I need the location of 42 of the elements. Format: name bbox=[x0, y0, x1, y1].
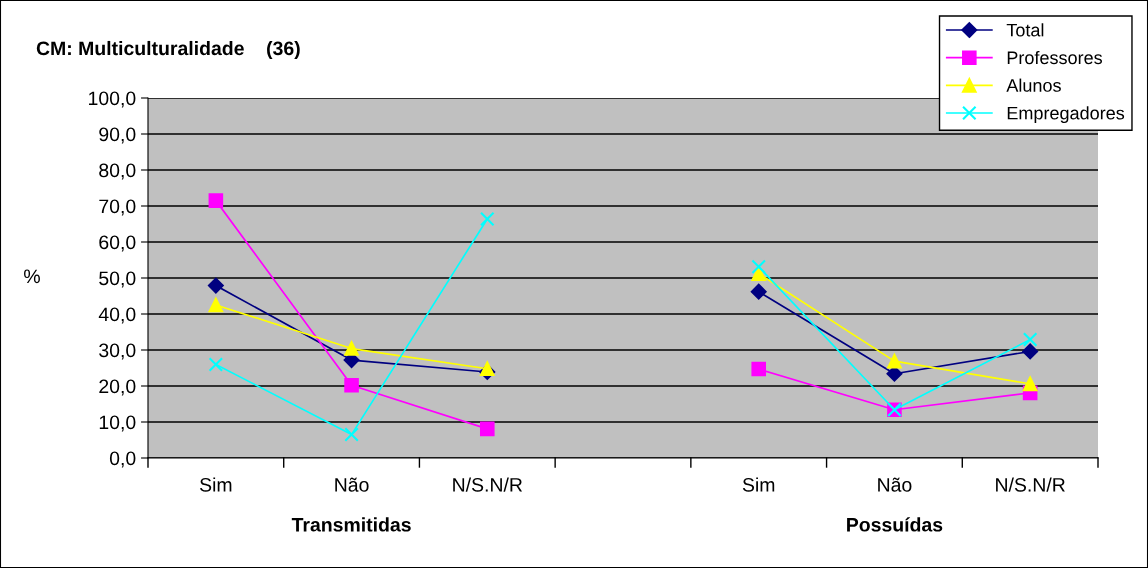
point bbox=[208, 193, 224, 208]
text: Possuídas bbox=[847, 517, 943, 532]
x-tick-label: Não bbox=[878, 477, 912, 492]
y-tick-label: 90,0 bbox=[99, 127, 136, 144]
y-tick-label: 100,0 bbox=[89, 91, 136, 108]
y-tick-label: 40,0 bbox=[98, 307, 136, 324]
point bbox=[1022, 332, 1038, 347]
y-tick-label: 20,0 bbox=[99, 379, 136, 396]
point bbox=[887, 353, 902, 369]
x-tick-label: N/S.N/R bbox=[996, 477, 1065, 492]
legend-label: Alunos bbox=[1006, 78, 1061, 92]
point bbox=[344, 427, 359, 442]
y-tick-label: 80,0 bbox=[99, 163, 136, 180]
point bbox=[344, 341, 359, 356]
point bbox=[1022, 343, 1039, 360]
y-axis-title: % bbox=[24, 269, 40, 284]
point bbox=[480, 421, 495, 437]
text: Transmitidas bbox=[291, 517, 411, 532]
point bbox=[751, 361, 766, 377]
y-tick-label: 30,0 bbox=[99, 343, 136, 360]
legend-label: Empregadores bbox=[1007, 106, 1125, 124]
point bbox=[1022, 376, 1038, 392]
point bbox=[344, 377, 359, 393]
y-tick-label: 70,0 bbox=[99, 199, 136, 216]
x-tick-label: Não bbox=[335, 477, 369, 492]
y-tick-label: 50,0 bbox=[99, 271, 136, 288]
point bbox=[480, 211, 495, 227]
x-tick-label: Sim bbox=[200, 477, 232, 492]
legend-label: Professores bbox=[1007, 50, 1103, 65]
legend-label: Total bbox=[1006, 23, 1044, 37]
y-tick-label: 0,0 bbox=[109, 451, 136, 468]
x-tick-label: Sim bbox=[742, 477, 775, 492]
y-tick-label: 60,0 bbox=[99, 235, 136, 252]
point bbox=[207, 277, 224, 294]
point bbox=[751, 266, 766, 281]
chart-title: CM: Multiculturalidade (36) bbox=[36, 40, 300, 60]
x-tick-label: N/S.N/R bbox=[453, 477, 523, 492]
point bbox=[751, 259, 766, 275]
point bbox=[208, 357, 224, 372]
y-tick-label: 10,0 bbox=[99, 415, 136, 432]
point bbox=[208, 297, 224, 313]
point bbox=[750, 283, 767, 300]
